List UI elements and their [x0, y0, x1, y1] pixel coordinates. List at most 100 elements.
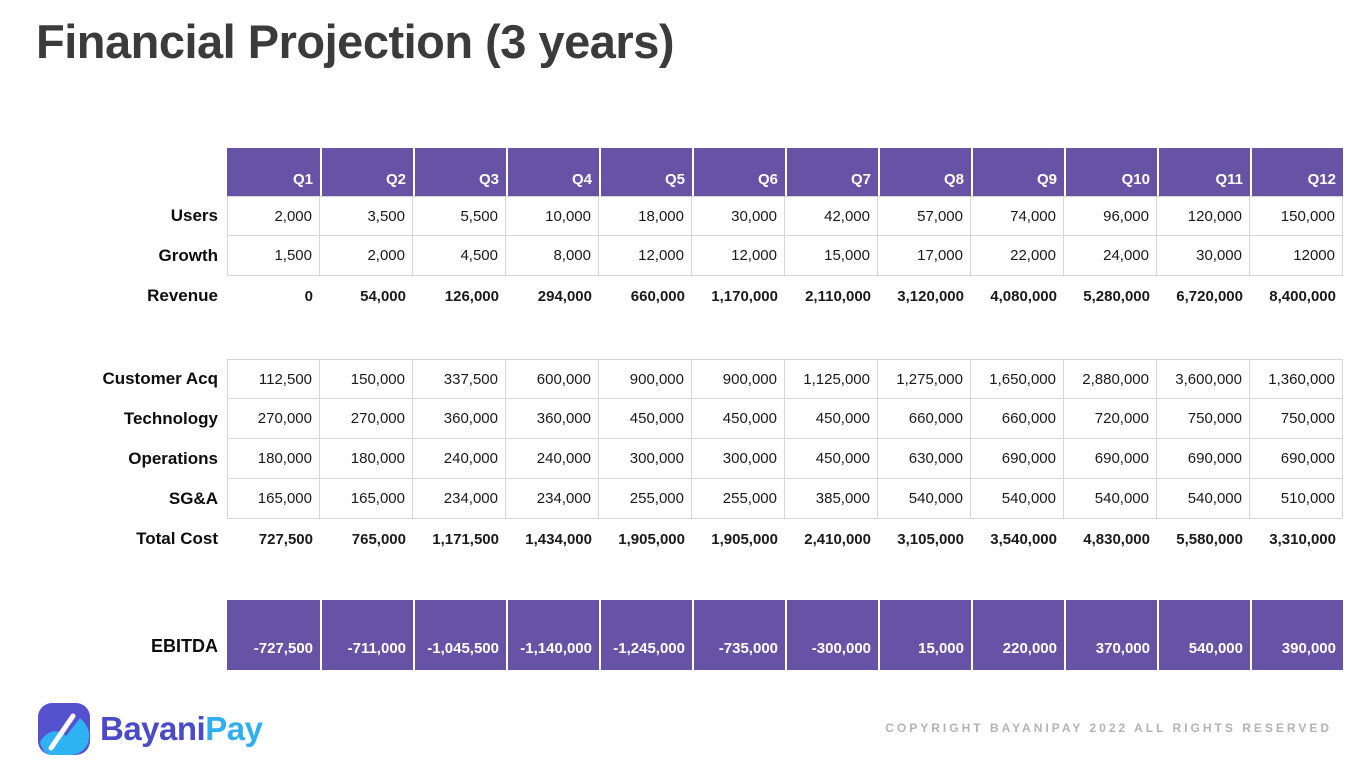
- cell-technology-q8: 660,000: [878, 399, 971, 439]
- cell-users-q2: 3,500: [320, 196, 413, 236]
- table-section-gap: [38, 559, 1343, 600]
- cell-customer-acq-q6: 900,000: [692, 359, 785, 399]
- cell-ebitda-q5: -1,245,000: [599, 600, 692, 670]
- cell-growth-q1: 1,500: [227, 236, 320, 276]
- row-label-ebitda: EBITDA: [151, 636, 218, 656]
- cell-operations-q10: 690,000: [1064, 439, 1157, 479]
- cell-ebitda-q8: 15,000: [878, 600, 971, 670]
- table-header-row: Q1 Q2 Q3 Q4 Q5 Q6 Q7 Q8 Q9 Q10 Q11 Q12: [38, 148, 1343, 196]
- cell-growth-q7: 15,000: [785, 236, 878, 276]
- cell-revenue-q9: 4,080,000: [971, 276, 1064, 316]
- cell-growth-q5: 12,000: [599, 236, 692, 276]
- cell-operations-q5: 300,000: [599, 439, 692, 479]
- cell-ebitda-q6: -735,000: [692, 600, 785, 670]
- cell-total-cost-q9: 3,540,000: [971, 519, 1064, 559]
- cell-revenue-q5: 660,000: [599, 276, 692, 316]
- cell-customer-acq-q3: 337,500: [413, 359, 506, 399]
- cell-growth-q3: 4,500: [413, 236, 506, 276]
- table-row-total-cost: Total Cost 727,500 765,000 1,171,500 1,434,0…: [38, 519, 1343, 559]
- cell-sg-a-q7: 385,000: [785, 479, 878, 519]
- row-label-revenue: Revenue: [147, 286, 218, 305]
- column-header-q9: Q9: [971, 148, 1064, 196]
- cell-revenue-q6: 1,170,000: [692, 276, 785, 316]
- cell-ebitda-q9: 220,000: [971, 600, 1064, 670]
- column-header-q11: Q11: [1157, 148, 1250, 196]
- row-label-total-cost: Total Cost: [136, 529, 218, 548]
- cell-revenue-q4: 294,000: [506, 276, 599, 316]
- cell-operations-q4: 240,000: [506, 439, 599, 479]
- table-row-growth: Growth 1,500 2,000 4,500 8,000 12,000 12,000 15…: [38, 236, 1343, 276]
- cell-sg-a-q12: 510,000: [1250, 479, 1343, 519]
- cell-technology-q12: 750,000: [1250, 399, 1343, 439]
- table-row-users: Users 2,000 3,500 5,500 10,000 18,000 30,000 42…: [38, 196, 1343, 236]
- cell-sg-a-q3: 234,000: [413, 479, 506, 519]
- cell-customer-acq-q7: 1,125,000: [785, 359, 878, 399]
- row-label-users: Users: [170, 206, 218, 225]
- cell-total-cost-q1: 727,500: [227, 519, 320, 559]
- column-header-q7: Q7: [785, 148, 878, 196]
- header-corner-cell: [38, 148, 227, 196]
- cell-customer-acq-q10: 2,880,000: [1064, 359, 1157, 399]
- cell-technology-q9: 660,000: [971, 399, 1064, 439]
- cell-sg-a-q2: 165,000: [320, 479, 413, 519]
- cell-revenue-q8: 3,120,000: [878, 276, 971, 316]
- cell-operations-q9: 690,000: [971, 439, 1064, 479]
- cell-total-cost-q6: 1,905,000: [692, 519, 785, 559]
- wordmark-pay: Pay: [205, 710, 263, 747]
- cell-total-cost-q3: 1,171,500: [413, 519, 506, 559]
- cell-revenue-q7: 2,110,000: [785, 276, 878, 316]
- cell-customer-acq-q9: 1,650,000: [971, 359, 1064, 399]
- cell-sg-a-q4: 234,000: [506, 479, 599, 519]
- cell-users-q5: 18,000: [599, 196, 692, 236]
- cell-revenue-q3: 126,000: [413, 276, 506, 316]
- cell-customer-acq-q8: 1,275,000: [878, 359, 971, 399]
- cell-revenue-q1: 0: [227, 276, 320, 316]
- cell-technology-q2: 270,000: [320, 399, 413, 439]
- cell-sg-a-q5: 255,000: [599, 479, 692, 519]
- cell-ebitda-q7: -300,000: [785, 600, 878, 670]
- cell-growth-q2: 2,000: [320, 236, 413, 276]
- cell-technology-q11: 750,000: [1157, 399, 1250, 439]
- cell-sg-a-q6: 255,000: [692, 479, 785, 519]
- table-row-ebitda: EBITDA -727,500 -711,000 -1,045,500 -1,140,0…: [38, 600, 1343, 670]
- cell-operations-q6: 300,000: [692, 439, 785, 479]
- cell-users-q8: 57,000: [878, 196, 971, 236]
- cell-customer-acq-q1: 112,500: [227, 359, 320, 399]
- cell-customer-acq-q4: 600,000: [506, 359, 599, 399]
- projection-table: Q1 Q2 Q3 Q4 Q5 Q6 Q7 Q8 Q9 Q10 Q11 Q12 Users 2,000 3,5…: [38, 148, 1343, 670]
- table-row-revenue: Revenue 0 54,000 126,000 294,000 660,000 1,170…: [38, 276, 1343, 316]
- cell-users-q12: 150,000: [1250, 196, 1343, 236]
- bayanipay-wordmark: BayaniPay: [100, 710, 263, 748]
- cell-ebitda-q10: 370,000: [1064, 600, 1157, 670]
- cell-growth-q8: 17,000: [878, 236, 971, 276]
- cell-users-q7: 42,000: [785, 196, 878, 236]
- cell-ebitda-q3: -1,045,500: [413, 600, 506, 670]
- cell-customer-acq-q12: 1,360,000: [1250, 359, 1343, 399]
- cell-technology-q3: 360,000: [413, 399, 506, 439]
- table-row-sg-a: SG&A 165,000 165,000 234,000 234,000 255,000 2…: [38, 479, 1343, 519]
- cell-users-q10: 96,000: [1064, 196, 1157, 236]
- cell-revenue-q12: 8,400,000: [1250, 276, 1343, 316]
- column-header-q2: Q2: [320, 148, 413, 196]
- row-label-customer-acq: Customer Acq: [102, 369, 218, 388]
- cell-revenue-q2: 54,000: [320, 276, 413, 316]
- cell-ebitda-q2: -711,000: [320, 600, 413, 670]
- cell-users-q1: 2,000: [227, 196, 320, 236]
- cell-operations-q1: 180,000: [227, 439, 320, 479]
- column-header-q8: Q8: [878, 148, 971, 196]
- cell-ebitda-q1: -727,500: [227, 600, 320, 670]
- cell-operations-q8: 630,000: [878, 439, 971, 479]
- cell-total-cost-q4: 1,434,000: [506, 519, 599, 559]
- cell-sg-a-q11: 540,000: [1157, 479, 1250, 519]
- cell-technology-q1: 270,000: [227, 399, 320, 439]
- table-section-gap: [38, 316, 1343, 359]
- cell-technology-q7: 450,000: [785, 399, 878, 439]
- cell-ebitda-q4: -1,140,000: [506, 600, 599, 670]
- cell-customer-acq-q5: 900,000: [599, 359, 692, 399]
- cell-users-q4: 10,000: [506, 196, 599, 236]
- cell-technology-q6: 450,000: [692, 399, 785, 439]
- column-header-q6: Q6: [692, 148, 785, 196]
- cell-revenue-q11: 6,720,000: [1157, 276, 1250, 316]
- cell-sg-a-q1: 165,000: [227, 479, 320, 519]
- row-label-growth: Growth: [158, 246, 219, 265]
